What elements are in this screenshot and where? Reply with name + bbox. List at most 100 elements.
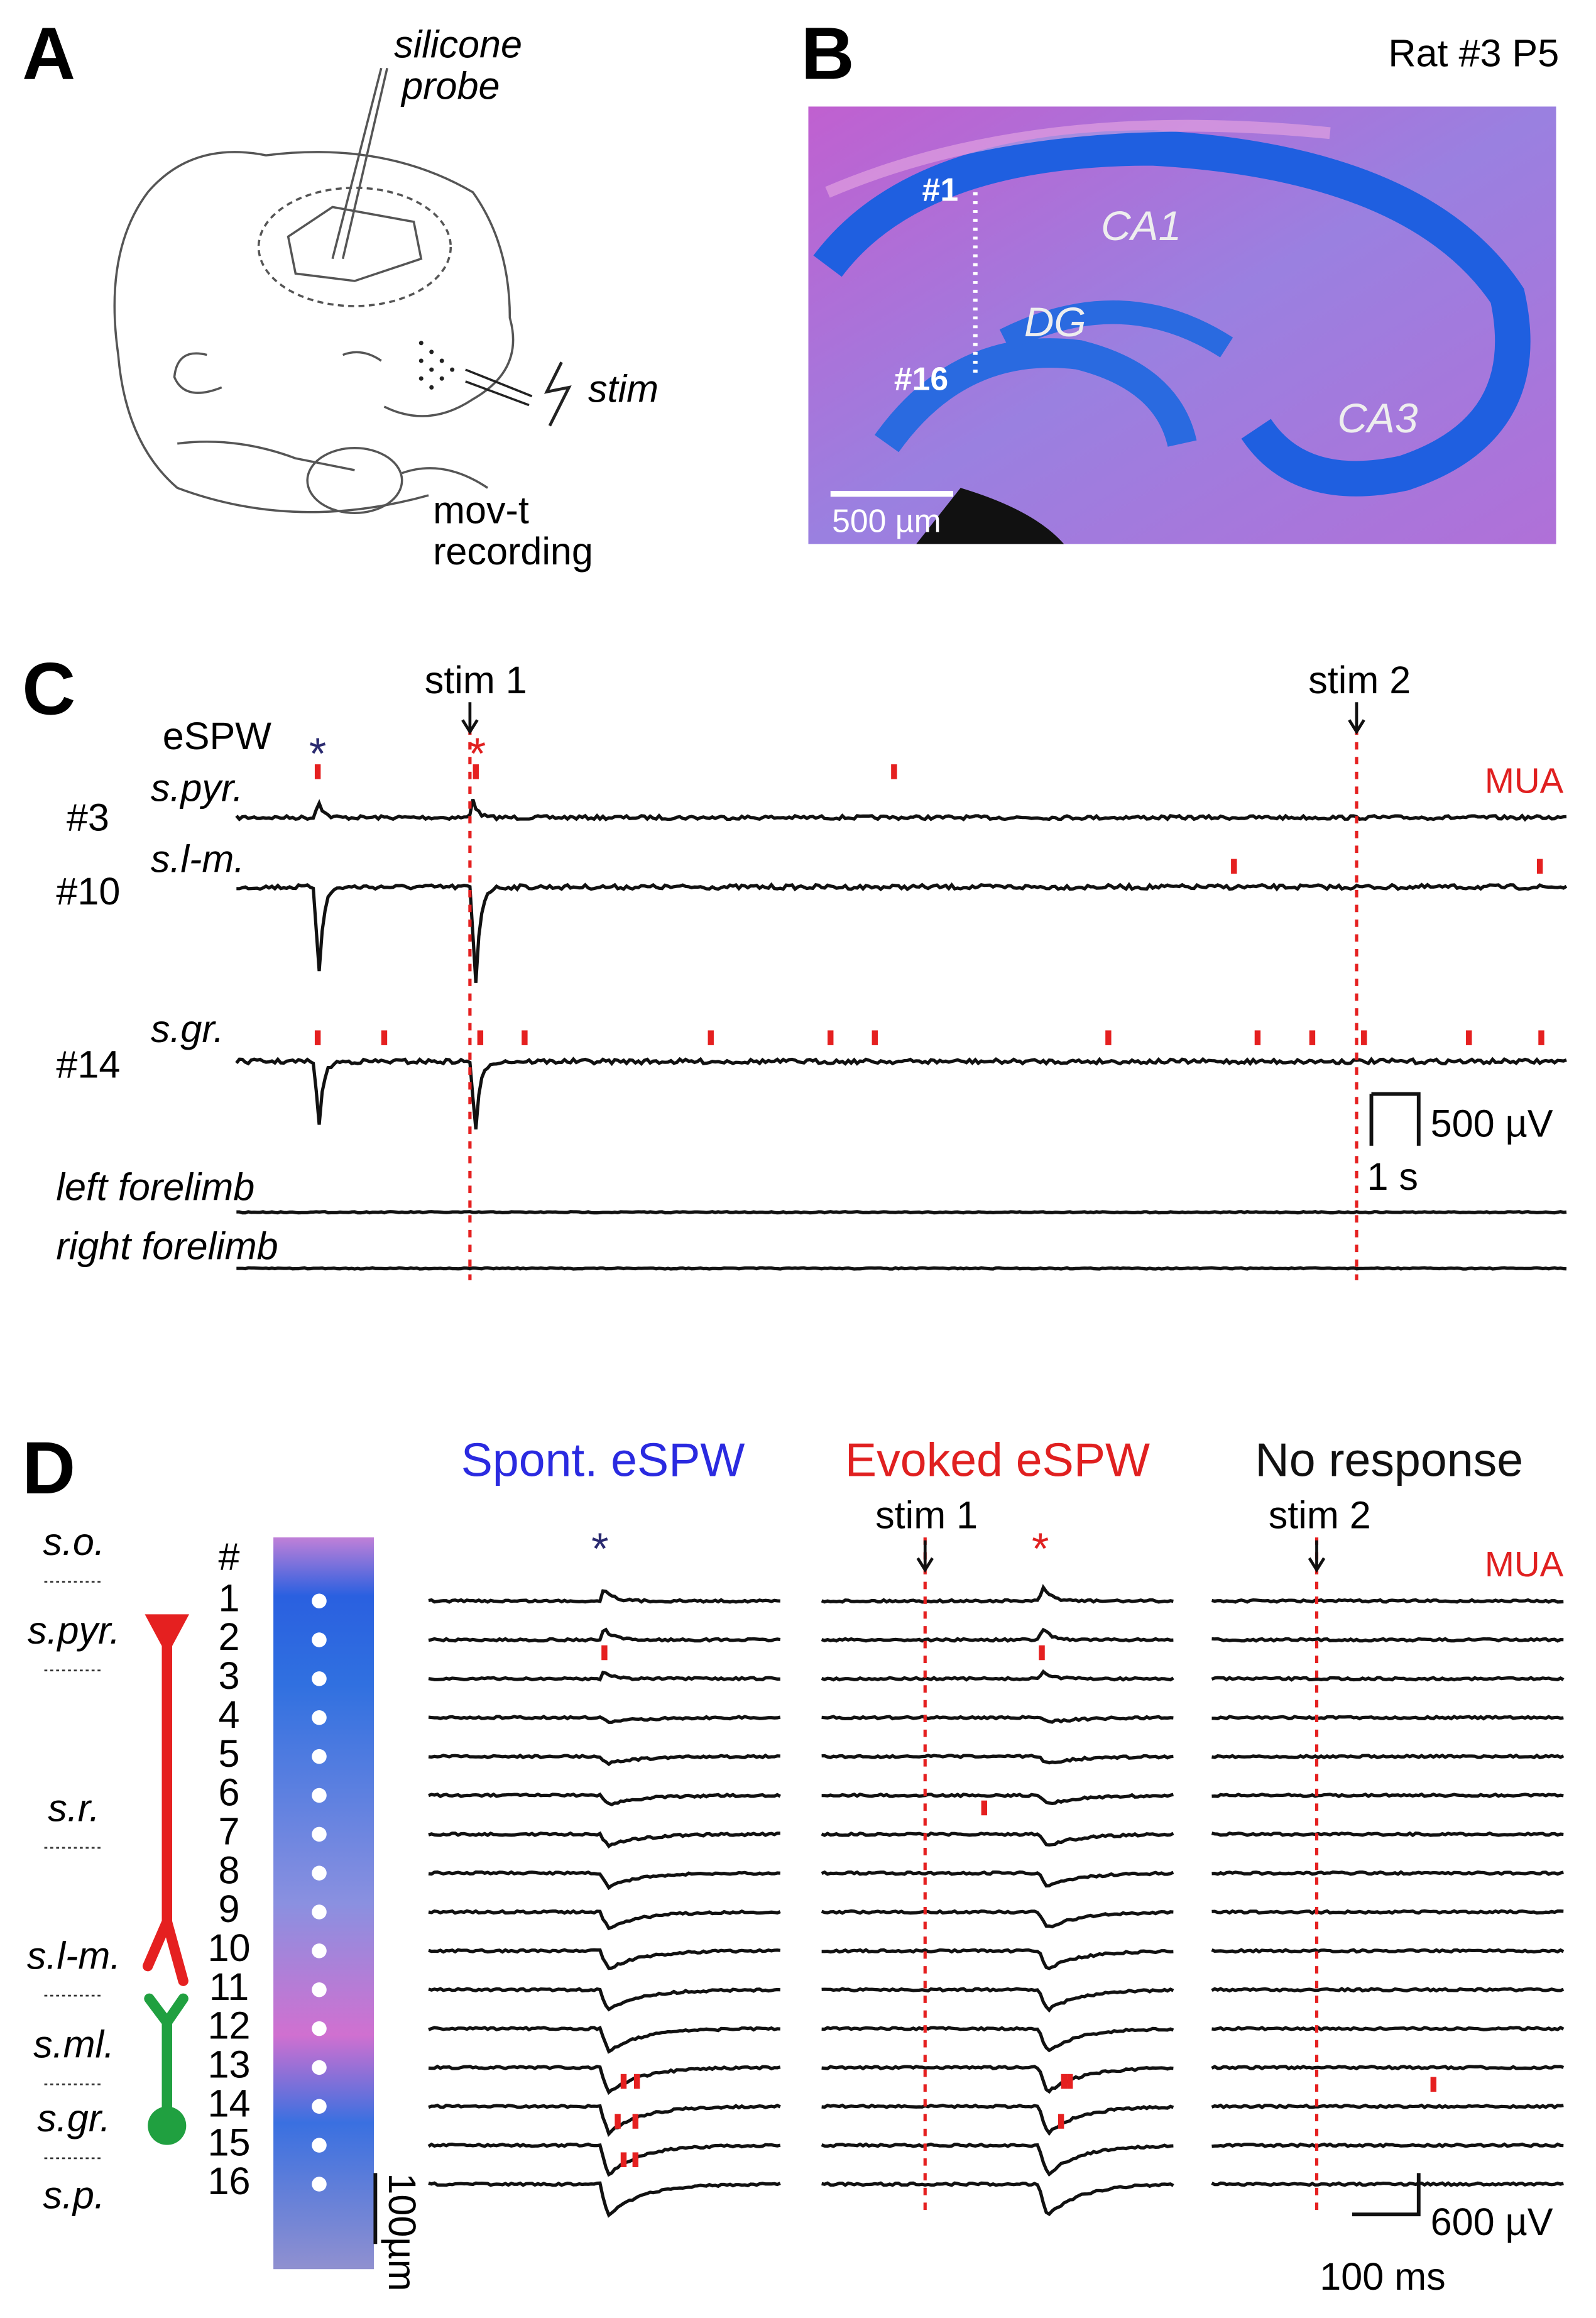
trace bbox=[428, 1948, 781, 1970]
trace bbox=[821, 2026, 1174, 2053]
trace bbox=[821, 1792, 1174, 1806]
recording-site bbox=[312, 1865, 327, 1881]
trace bbox=[1211, 1870, 1564, 1876]
channel-number: 10 bbox=[208, 1926, 251, 1969]
site-label: #1 bbox=[922, 172, 959, 208]
trace bbox=[821, 1909, 1174, 1929]
stim-bolt bbox=[544, 361, 572, 427]
trace bbox=[1211, 1792, 1564, 1799]
trace bbox=[428, 1627, 781, 1643]
trace bbox=[428, 2181, 781, 2218]
asterisk: * bbox=[1032, 1524, 1049, 1573]
mua-tick bbox=[620, 2074, 627, 2089]
mua-tick bbox=[632, 2152, 638, 2167]
column-title: Evoked eSPW bbox=[845, 1433, 1150, 1486]
layer-label: s.p. bbox=[43, 2174, 105, 2217]
channel-number: 6 bbox=[219, 1771, 240, 1814]
recording-site bbox=[312, 2138, 327, 2153]
trace bbox=[1211, 2103, 1564, 2110]
mua-tick bbox=[632, 2114, 638, 2129]
recording-site bbox=[312, 2177, 327, 2192]
stim-electrode bbox=[465, 368, 533, 407]
recording-site bbox=[312, 1982, 327, 1997]
mua-tick bbox=[1067, 2074, 1073, 2089]
trace bbox=[821, 1831, 1174, 1847]
scale-label: 100 ms bbox=[1320, 2255, 1445, 2298]
slice-image bbox=[273, 1537, 374, 2270]
trace bbox=[236, 882, 1568, 983]
layer-label: s.gr. bbox=[151, 1008, 224, 1050]
channel-number: 7 bbox=[219, 1810, 240, 1852]
mua-tick bbox=[1254, 1030, 1261, 1045]
layer-label: s.l-m. bbox=[151, 837, 244, 880]
stim-label: stim 2 bbox=[1269, 1494, 1371, 1537]
channel-number: 13 bbox=[208, 2043, 251, 2086]
trace bbox=[1211, 1598, 1564, 1604]
mua-tick bbox=[615, 2114, 621, 2129]
layer-label: s.pyr. bbox=[151, 767, 243, 810]
channel-number: 9 bbox=[219, 1887, 240, 1930]
recording-site bbox=[312, 1671, 327, 1686]
mua-tick bbox=[314, 1030, 321, 1045]
channel-label: #14 bbox=[56, 1043, 120, 1085]
mua-tick bbox=[1231, 859, 1237, 874]
scale-label: 500 µV bbox=[1431, 1102, 1553, 1145]
trace bbox=[821, 1627, 1174, 1643]
image-dark bbox=[916, 488, 1064, 544]
trace bbox=[1211, 2142, 1564, 2148]
panel-label: D bbox=[22, 1427, 75, 1509]
mua-tick bbox=[601, 1645, 608, 1661]
trace bbox=[428, 2064, 781, 2096]
trace bbox=[821, 1754, 1174, 1765]
trace bbox=[821, 2065, 1174, 2094]
panel-label: B bbox=[801, 12, 855, 94]
column-title: Spont. eSPW bbox=[461, 1433, 745, 1486]
pyramidal-dendrite bbox=[142, 1635, 189, 1986]
trace bbox=[1211, 1831, 1564, 1838]
trace bbox=[428, 1987, 780, 2012]
stim-arrow bbox=[1308, 1540, 1326, 1573]
histology-layers bbox=[813, 119, 1531, 497]
mua-tick bbox=[828, 1030, 834, 1045]
limb-label: right forelimb bbox=[56, 1225, 278, 1268]
trace bbox=[1211, 2181, 1564, 2187]
channel-number: 14 bbox=[208, 2082, 251, 2124]
mua-tick bbox=[891, 764, 897, 779]
rat-drawing bbox=[113, 67, 515, 515]
scale-bar bbox=[1369, 1092, 1421, 1146]
mua-tick bbox=[620, 2152, 627, 2167]
trace bbox=[821, 1584, 1174, 1604]
channel-number: 11 bbox=[209, 1965, 249, 2008]
layer-label: s.r. bbox=[48, 1786, 100, 1829]
trace bbox=[1211, 2025, 1565, 2032]
trace bbox=[428, 1909, 781, 1931]
trace bbox=[235, 1057, 1567, 1129]
trace bbox=[236, 1266, 1567, 1271]
stim-label: stim 2 bbox=[1308, 659, 1411, 701]
asterisk: * bbox=[591, 1524, 608, 1573]
trace bbox=[821, 1870, 1174, 1888]
trace bbox=[821, 2142, 1174, 2177]
recording-site bbox=[312, 2099, 327, 2114]
stim-label: stim 1 bbox=[875, 1494, 978, 1537]
trace bbox=[821, 2181, 1174, 2217]
channel-number: 12 bbox=[208, 2004, 251, 2047]
panel-label: C bbox=[22, 648, 75, 730]
mua-tick bbox=[1058, 2114, 1064, 2129]
limb-label: left forelimb bbox=[56, 1166, 254, 1209]
channel-number: 2 bbox=[219, 1615, 240, 1658]
trace bbox=[1211, 1637, 1564, 1643]
whisker-pad bbox=[418, 341, 455, 390]
mua-tick bbox=[633, 2074, 640, 2089]
channel-header: # bbox=[219, 1535, 240, 1578]
trace bbox=[1211, 1676, 1565, 1682]
scale-label: 1 s bbox=[1367, 1155, 1418, 1198]
mua-tick bbox=[477, 1030, 484, 1045]
mua-tick bbox=[1466, 1030, 1472, 1045]
trace bbox=[821, 1715, 1174, 1724]
recording-site bbox=[312, 1788, 327, 1803]
recording-site bbox=[312, 2060, 327, 2075]
stim-arrow bbox=[461, 702, 479, 735]
trace bbox=[428, 2103, 781, 2137]
recording-site bbox=[312, 1632, 327, 1647]
